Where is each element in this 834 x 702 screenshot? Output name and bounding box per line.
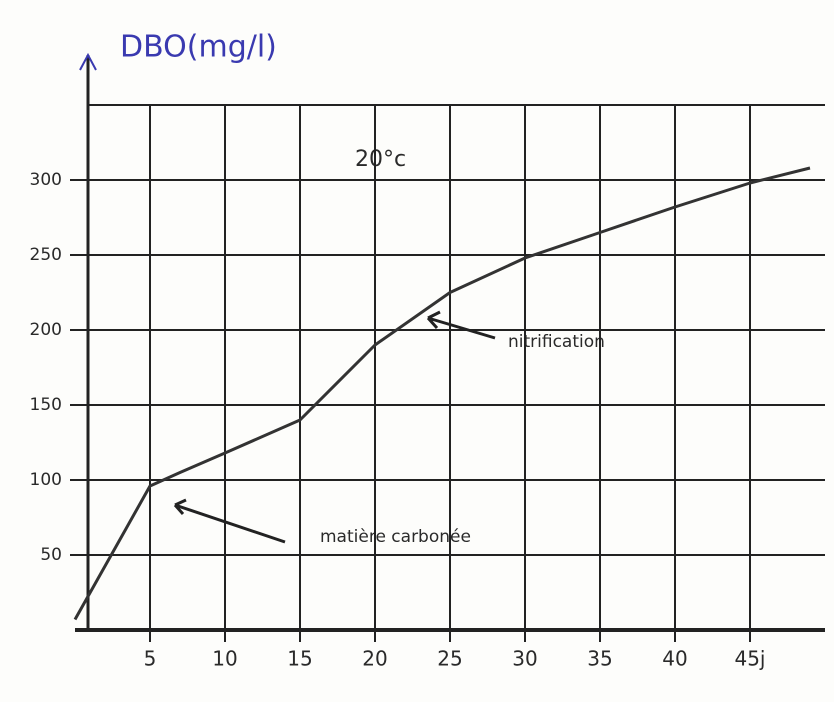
data-line [75,168,810,620]
annotation-arrow [428,312,495,338]
y-tick-label: 200 [30,320,62,340]
y-tick-label: 300 [30,170,62,190]
x-tick-label: 35 [587,647,612,671]
x-tick-label: 10 [212,647,237,671]
annotation: 20°c [355,147,406,172]
annotation-arrow [175,500,285,542]
x-tick-label: 20 [362,647,387,671]
x-tick-label: 45j [734,647,765,671]
x-tick-label: 40 [662,647,687,671]
annotation: matière carbonée [320,527,471,547]
x-tick-label: 30 [512,647,537,671]
x-tick-label: 25 [437,647,462,671]
annotation: nitrification [508,332,605,352]
y-tick-label: 250 [30,245,62,265]
x-tick-label: 5 [144,647,157,671]
chart: DBO(mg/l) 20°c nitrification matière car… [0,0,834,702]
x-tick-label: 15 [287,647,312,671]
y-tick-label: 100 [30,470,62,490]
y-tick-label: 150 [30,395,62,415]
y-tick-label: 50 [40,545,62,565]
chart-title: DBO(mg/l) [120,30,277,65]
